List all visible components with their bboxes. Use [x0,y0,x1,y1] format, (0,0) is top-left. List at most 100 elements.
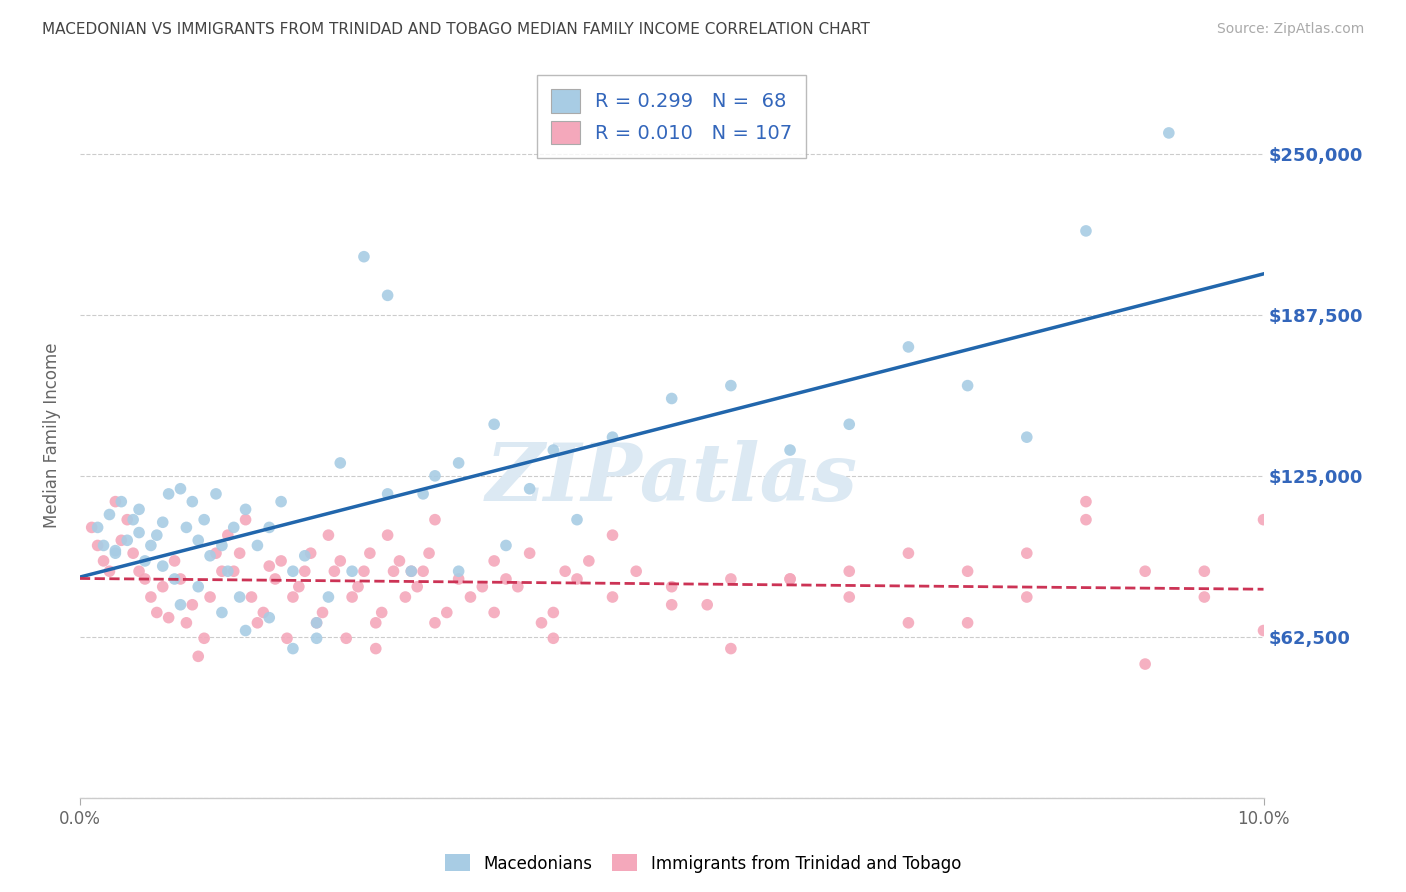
Point [1157,126,1180,140]
Point [565,513,588,527]
Point [152,559,174,574]
Point [152,515,174,529]
Point [259,520,281,534]
Point [115,533,138,548]
Point [661,580,683,594]
Point [134,554,156,568]
Point [519,546,541,560]
Point [110,494,132,508]
Point [1015,590,1038,604]
Point [1074,494,1097,508]
Point [956,378,979,392]
Point [1312,546,1334,560]
Point [1015,546,1038,560]
Point [235,513,257,527]
Point [281,641,304,656]
Point [447,456,470,470]
Point [530,615,553,630]
Point [1015,430,1038,444]
Point [602,430,624,444]
Point [228,546,250,560]
Point [294,564,316,578]
Point [388,554,411,568]
Point [217,528,239,542]
Point [264,572,287,586]
Point [311,606,333,620]
Point [340,564,363,578]
Point [323,564,346,578]
Point [122,546,145,560]
Point [139,539,162,553]
Point [98,564,121,578]
Point [1074,224,1097,238]
Point [779,572,801,586]
Point [294,549,316,563]
Point [86,520,108,534]
Point [543,632,565,646]
Point [157,610,180,624]
Point [401,564,423,578]
Point [318,528,340,542]
Point [347,580,370,594]
Point [897,615,920,630]
Point [104,543,127,558]
Point [104,546,127,560]
Point [211,564,233,578]
Point [897,340,920,354]
Point [1074,513,1097,527]
Point [543,443,565,458]
Point [181,598,204,612]
Point [602,590,624,604]
Point [80,520,103,534]
Point [436,606,458,620]
Point [181,494,204,508]
Point [554,564,576,578]
Point [305,632,328,646]
Point [359,546,381,560]
Point [779,443,801,458]
Point [122,513,145,527]
Point [110,533,132,548]
Point [495,539,517,553]
Point [211,606,233,620]
Legend: Macedonians, Immigrants from Trinidad and Tobago: Macedonians, Immigrants from Trinidad an… [439,847,967,880]
Point [406,580,429,594]
Point [176,615,198,630]
Point [305,615,328,630]
Point [329,554,352,568]
Point [193,513,215,527]
Point [506,580,529,594]
Point [246,539,269,553]
Point [661,392,683,406]
Point [495,572,517,586]
Point [281,564,304,578]
Point [1133,657,1156,671]
Point [205,546,228,560]
Point [720,641,742,656]
Point [394,590,416,604]
Point [578,554,600,568]
Point [128,525,150,540]
Point [86,539,108,553]
Point [447,572,470,586]
Point [377,288,399,302]
Point [187,533,209,548]
Point [370,606,392,620]
Point [1194,564,1216,578]
Point [519,482,541,496]
Point [259,610,281,624]
Point [259,559,281,574]
Point [176,520,198,534]
Point [128,564,150,578]
Point [217,564,239,578]
Point [98,508,121,522]
Point [305,615,328,630]
Point [1194,590,1216,604]
Point [565,572,588,586]
Point [412,564,434,578]
Point [329,456,352,470]
Point [602,528,624,542]
Point [228,590,250,604]
Point [720,378,742,392]
Legend: R = 0.299   N =  68, R = 0.010   N = 107: R = 0.299 N = 68, R = 0.010 N = 107 [537,76,806,158]
